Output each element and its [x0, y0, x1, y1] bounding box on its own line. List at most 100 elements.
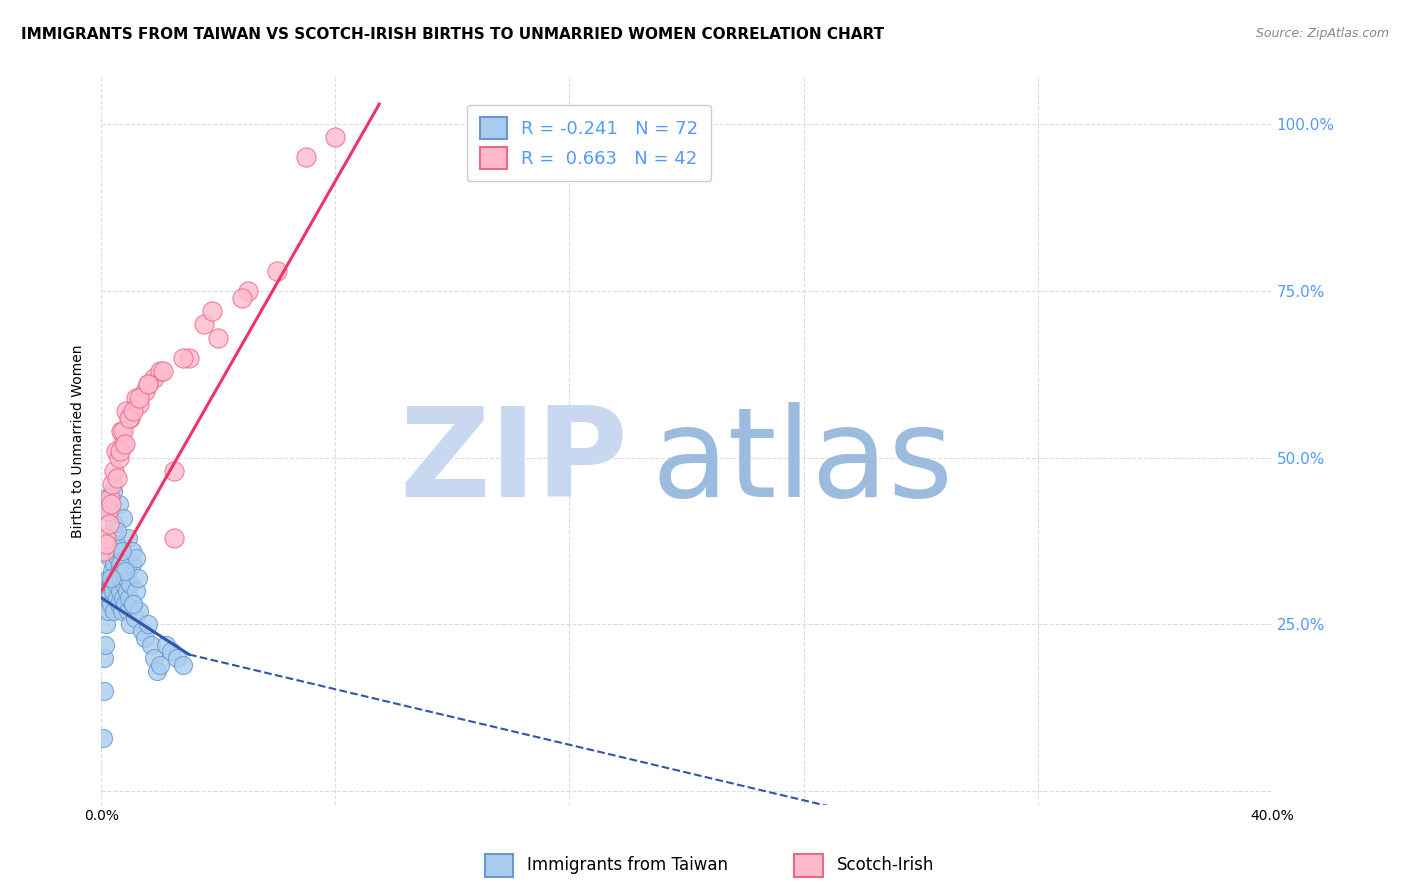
Point [125, 584, 148, 599]
Point [122, 598, 145, 612]
Legend: R = -0.241   N = 72, R =  0.663   N = 42: R = -0.241 N = 72, R = 0.663 N = 42 [467, 104, 711, 181]
Point [120, 577, 142, 591]
Point [136, 377, 159, 392]
Point [100, 598, 122, 612]
Point [128, 604, 150, 618]
Point [94, 491, 117, 505]
Point [149, 364, 172, 378]
Point [121, 558, 143, 572]
Point [110, 444, 132, 458]
Point [112, 437, 135, 451]
Point [108, 564, 131, 578]
Point [98, 504, 121, 518]
Point [266, 264, 288, 278]
Point [97, 571, 120, 585]
Point [96, 584, 118, 599]
Point [96, 537, 118, 551]
Point [118, 591, 141, 605]
Point [146, 664, 169, 678]
Point [136, 377, 159, 392]
Text: ZIP: ZIP [399, 402, 628, 524]
Point [98, 517, 121, 532]
Point [111, 604, 134, 618]
Point [122, 404, 145, 418]
Point [103, 464, 125, 478]
Point [124, 611, 146, 625]
Point [104, 571, 127, 585]
Point [100, 497, 122, 511]
Point [122, 598, 145, 612]
Point [121, 544, 143, 558]
Point [325, 130, 347, 145]
Point [114, 558, 136, 572]
Point [117, 564, 139, 578]
Point [172, 657, 194, 672]
Text: Scotch-Irish: Scotch-Irish [837, 856, 934, 874]
Point [93, 638, 115, 652]
Point [110, 571, 132, 585]
Point [207, 331, 229, 345]
Point [149, 657, 172, 672]
Point [114, 564, 136, 578]
Point [128, 391, 150, 405]
Point [103, 558, 125, 572]
Point [110, 584, 132, 599]
Point [115, 404, 138, 418]
Text: Source: ZipAtlas.com: Source: ZipAtlas.com [1256, 27, 1389, 40]
Point [172, 351, 194, 365]
Point [93, 544, 115, 558]
Point [100, 571, 122, 585]
Y-axis label: Births to Unmarried Women: Births to Unmarried Women [72, 344, 86, 538]
Point [110, 424, 132, 438]
Point [295, 151, 318, 165]
Point [163, 464, 186, 478]
Point [96, 598, 118, 612]
Point [163, 531, 186, 545]
Point [101, 564, 124, 578]
Point [105, 471, 128, 485]
Point [166, 650, 188, 665]
Point [93, 684, 115, 698]
Point [107, 550, 129, 565]
Point [105, 544, 128, 558]
Point [112, 424, 135, 438]
Point [112, 591, 135, 605]
Point [104, 537, 127, 551]
Point [127, 571, 149, 585]
Point [110, 558, 132, 572]
Point [103, 604, 125, 618]
Text: IMMIGRANTS FROM TAIWAN VS SCOTCH-IRISH BIRTHS TO UNMARRIED WOMEN CORRELATION CHA: IMMIGRANTS FROM TAIWAN VS SCOTCH-IRISH B… [21, 27, 884, 42]
Point [94, 617, 117, 632]
Point [231, 291, 253, 305]
Point [118, 617, 141, 632]
Point [115, 571, 138, 585]
Point [118, 410, 141, 425]
Point [107, 598, 129, 612]
Point [152, 364, 174, 378]
Point [134, 384, 156, 398]
Point [94, 531, 117, 545]
Point [193, 318, 215, 332]
Point [111, 550, 134, 565]
Point [142, 370, 165, 384]
Point [97, 504, 120, 518]
Point [93, 650, 115, 665]
Point [236, 284, 259, 298]
Point [142, 650, 165, 665]
Point [107, 450, 129, 465]
Point [125, 550, 148, 565]
Text: atlas: atlas [651, 402, 953, 524]
Point [139, 638, 162, 652]
Point [136, 617, 159, 632]
Point [115, 584, 138, 599]
Point [117, 531, 139, 545]
Point [125, 391, 148, 405]
Point [103, 517, 125, 532]
Point [98, 491, 121, 505]
Point [101, 484, 124, 499]
Point [117, 604, 139, 618]
Point [201, 304, 224, 318]
Point [98, 550, 121, 565]
Text: Immigrants from Taiwan: Immigrants from Taiwan [527, 856, 728, 874]
Point [112, 510, 135, 524]
